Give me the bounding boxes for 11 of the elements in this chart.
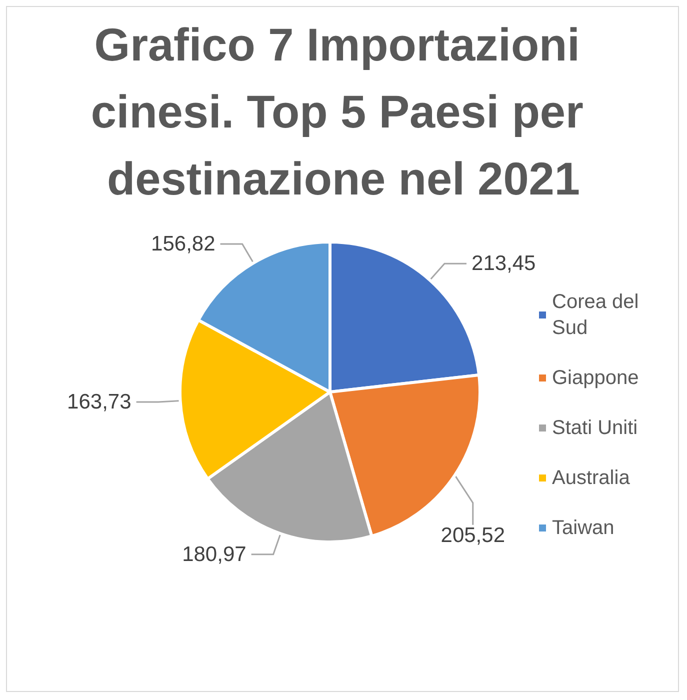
data-label: 205,52	[440, 524, 506, 547]
data-label: 213,45	[472, 252, 536, 276]
legend-label: Taiwan	[552, 517, 614, 539]
data-label: 180,97	[182, 542, 246, 566]
legend-label: Giappone	[552, 367, 639, 389]
legend-label: Australia	[552, 467, 631, 489]
data-label: 156,82	[151, 232, 216, 256]
legend-label: Stati Uniti	[552, 417, 638, 439]
data-label: 163,73	[67, 390, 132, 414]
chart-title: Grafico 7 Importazioni cinesi. Top 5 Paesi per destinazione nel 2021	[90, 18, 596, 204]
legend-label: Corea del Sud	[552, 291, 644, 339]
